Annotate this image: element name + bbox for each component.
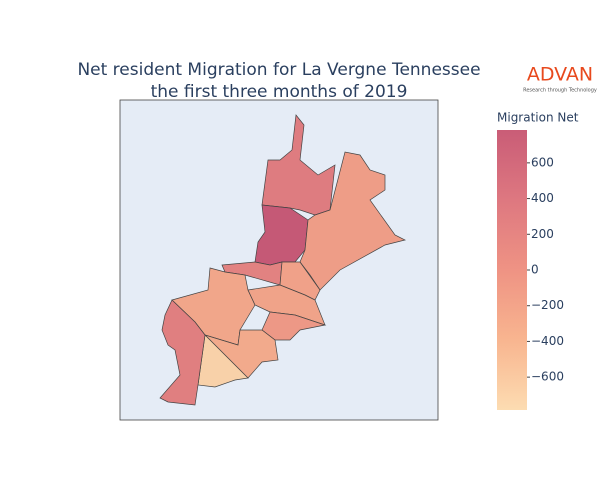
region — [299, 151, 407, 291]
chart-subtitle: the first three months of 2019 — [151, 82, 408, 102]
colorbar-tick-label: 0 — [531, 263, 539, 277]
region — [204, 329, 279, 379]
colorbar-tick-label: −400 — [531, 334, 564, 348]
region — [159, 299, 206, 406]
colorbar-tick-label: 200 — [531, 227, 554, 241]
colorbar-tick-label: −600 — [531, 370, 564, 384]
chart-title: Net resident Migration for La Vergne Ten… — [77, 60, 480, 80]
logo-name: ADVAN — [527, 64, 593, 86]
colorbar-tick-label: −200 — [531, 298, 564, 312]
colorbar-tick-label: 400 — [531, 191, 554, 205]
colorbar — [497, 130, 527, 410]
colorbar-tick-label: 600 — [531, 155, 554, 169]
logo-tagline: Research through Technology — [523, 88, 597, 94]
colorbar-title: Migration Net — [497, 111, 579, 125]
region — [261, 114, 336, 216]
